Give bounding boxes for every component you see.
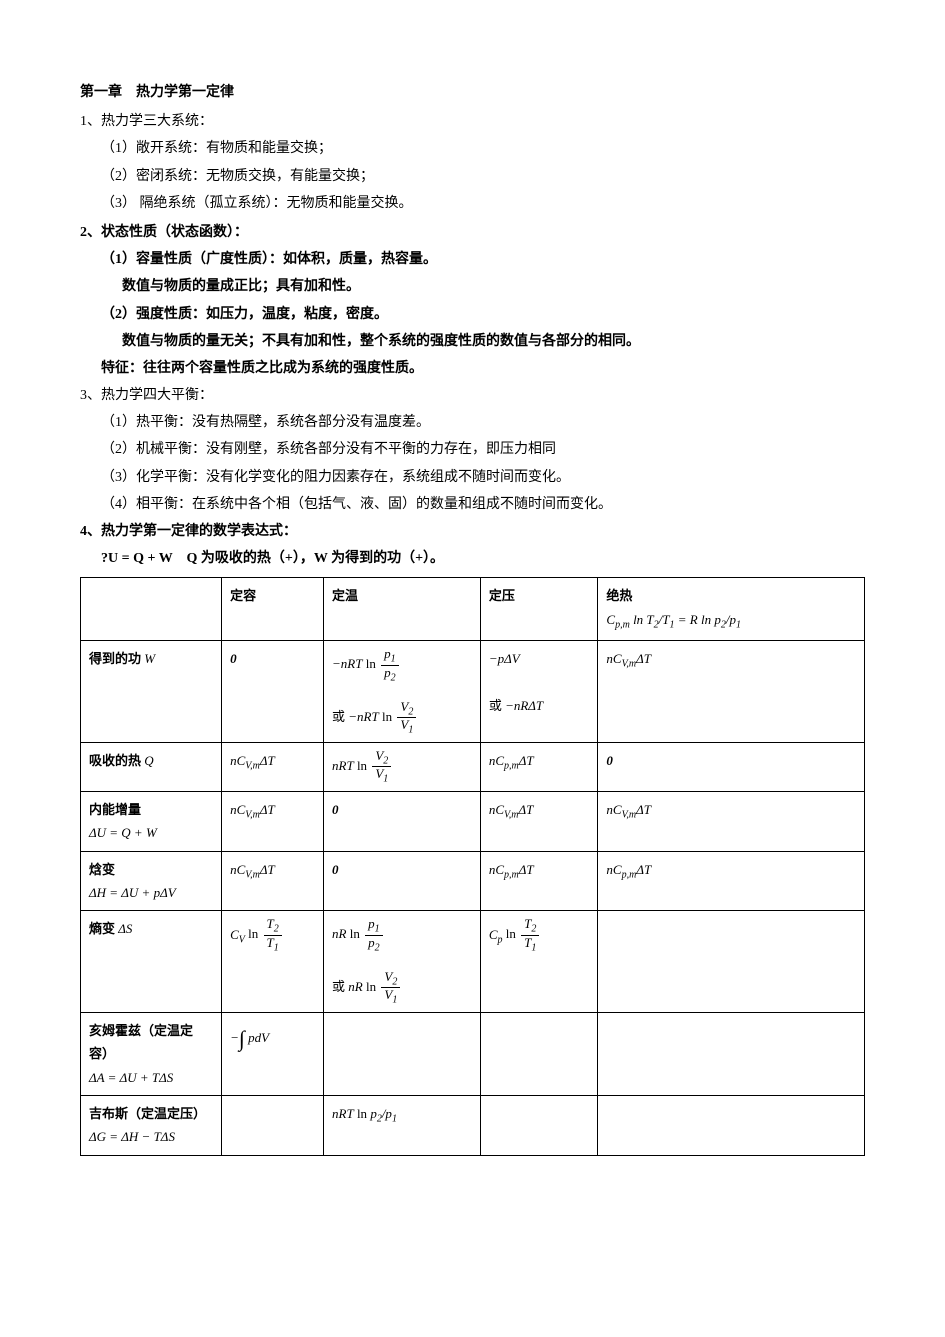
- cell: −nRT ln p1p2 或 −nRT ln V2V1: [324, 641, 481, 742]
- row-work-label: 得到的功: [89, 651, 144, 666]
- cell: nCV,mΔT: [598, 641, 865, 742]
- adiabatic-relation: Cp,m ln T2/T1 = R ln p2/p1: [606, 612, 741, 627]
- cell: 0: [598, 742, 865, 791]
- table-row: 得到的功 W 0 −nRT ln p1p2 或 −nRT ln V2V1 −pΔ…: [81, 641, 865, 742]
- cell: nCV,mΔT: [222, 742, 324, 791]
- cell: [222, 1096, 324, 1156]
- sec2-i1: （1）容量性质（广度性质）：如体积，质量，热容量。: [80, 247, 865, 272]
- sec2-i3: 特征：往往两个容量性质之比成为系统的强度性质。: [80, 356, 865, 381]
- cell: 0: [324, 791, 481, 851]
- sec1-head: 1、热力学三大系统：: [80, 109, 865, 134]
- table-row: 焓变ΔH = ΔU + pΔV nCV,mΔT 0 nCp,mΔT nCp,mΔ…: [81, 851, 865, 911]
- cell: nRT ln V2V1: [324, 742, 481, 791]
- cell: [598, 911, 865, 1012]
- sec3-head: 3、热力学四大平衡：: [80, 383, 865, 408]
- cell: nCp,mΔT: [480, 742, 598, 791]
- cell: −pΔV 或 −nRΔT: [480, 641, 598, 742]
- cell: nCp,mΔT: [480, 851, 598, 911]
- row-heat-label: 吸收的热: [89, 753, 144, 768]
- cell: nCp,mΔT: [598, 851, 865, 911]
- sec3-item4: （4）相平衡：在系统中各个相（包括气、液、固）的数量和组成不随时间而变化。: [80, 492, 865, 517]
- cell: CV ln T2T1: [222, 911, 324, 1012]
- cell: 0: [230, 651, 237, 666]
- cell: 0: [324, 851, 481, 911]
- cell: [598, 1012, 865, 1095]
- sec1-item3: （3） 隔绝系统（孤立系统）：无物质和能量交换。: [80, 191, 865, 216]
- sec4-head: 4、热力学第一定律的数学表达式：: [80, 519, 865, 544]
- col-adiabatic: 绝热: [606, 588, 632, 603]
- table-row: 亥姆霍兹（定温定容）ΔA = ΔU + TΔS −∫ pdV: [81, 1012, 865, 1095]
- sec2-i2b: 数值与物质的量无关；不具有加和性，整个系统的强度性质的数值与各部分的相同。: [80, 329, 865, 354]
- col-isobaric: 定压: [489, 588, 515, 603]
- cell: nCV,mΔT: [222, 791, 324, 851]
- table-header-row: 定容 定温 定压 绝热 Cp,m ln T2/T1 = R ln p2/p1: [81, 578, 865, 641]
- sec2-head: 2、状态性质（状态函数）：: [80, 220, 865, 245]
- sec4-eq: ?U = Q + W Q 为吸收的热（+），W 为得到的功（+）。: [80, 546, 865, 571]
- table-row: 熵变 ΔS CV ln T2T1 nR ln p1p2 或 nR ln V2V1…: [81, 911, 865, 1012]
- cell: nRT ln p2/p1: [324, 1096, 481, 1156]
- cell: nCV,mΔT: [598, 791, 865, 851]
- row-deltaU-label: 内能增量ΔU = Q + W: [81, 791, 222, 851]
- sec2-i2: （2）强度性质：如压力，温度，粘度，密度。: [80, 302, 865, 327]
- table-row: 内能增量ΔU = Q + W nCV,mΔT 0 nCV,mΔT nCV,mΔT: [81, 791, 865, 851]
- cell: [480, 1012, 598, 1095]
- cell: [324, 1012, 481, 1095]
- sec3-item3: （3）化学平衡：没有化学变化的阻力因素存在，系统组成不随时间而变化。: [80, 465, 865, 490]
- cell: nR ln p1p2 或 nR ln V2V1: [324, 911, 481, 1012]
- cell: [598, 1096, 865, 1156]
- row-deltaA-label: 亥姆霍兹（定温定容）ΔA = ΔU + TΔS: [81, 1012, 222, 1095]
- thermo-table: 定容 定温 定压 绝热 Cp,m ln T2/T1 = R ln p2/p1 得…: [80, 577, 865, 1155]
- cell: −∫ pdV: [222, 1012, 324, 1095]
- sec3-item2: （2）机械平衡：没有刚壁，系统各部分没有不平衡的力存在，即压力相同: [80, 437, 865, 462]
- cell: Cp ln T2T1: [480, 911, 598, 1012]
- col-isothermal: 定温: [332, 588, 358, 603]
- row-deltaH-label: 焓变ΔH = ΔU + pΔV: [81, 851, 222, 911]
- cell: nCV,mΔT: [222, 851, 324, 911]
- sec3-item1: （1）热平衡：没有热隔壁，系统各部分没有温度差。: [80, 410, 865, 435]
- row-deltaG-label: 吉布斯（定温定压）ΔG = ΔH − TΔS: [81, 1096, 222, 1156]
- col-isochoric: 定容: [230, 588, 256, 603]
- table-row: 吸收的热 Q nCV,mΔT nRT ln V2V1 nCp,mΔT 0: [81, 742, 865, 791]
- sec1-item1: （1）敞开系统：有物质和能量交换；: [80, 136, 865, 161]
- row-deltaS-label: 熵变 ΔS: [81, 911, 222, 1012]
- chapter-title: 第一章 热力学第一定律: [80, 80, 865, 105]
- cell: [480, 1096, 598, 1156]
- table-row: 吉布斯（定温定压）ΔG = ΔH − TΔS nRT ln p2/p1: [81, 1096, 865, 1156]
- sec2-i1b: 数值与物质的量成正比；具有加和性。: [80, 274, 865, 299]
- cell: nCV,mΔT: [480, 791, 598, 851]
- sec1-item2: （2）密闭系统：无物质交换，有能量交换；: [80, 164, 865, 189]
